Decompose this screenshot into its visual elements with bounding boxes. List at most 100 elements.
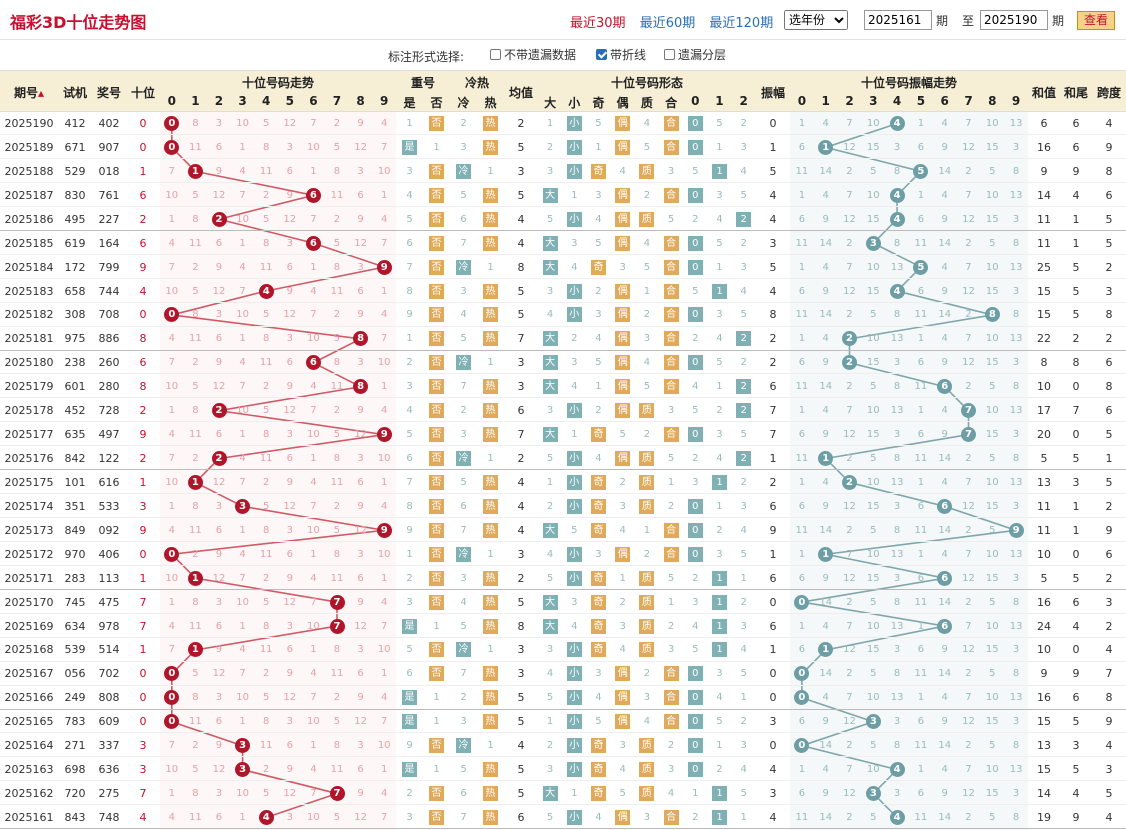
- miss-cell: 7: [310, 692, 317, 704]
- option-layer[interactable]: 遗漏分层: [664, 46, 726, 63]
- trend-ball: 0: [164, 666, 180, 682]
- avg-cell: 5: [517, 715, 525, 729]
- form-miss: 3: [546, 405, 554, 417]
- miss-cell: 9: [215, 357, 223, 369]
- form-tag: 0: [687, 498, 703, 514]
- year-select[interactable]: 选年份: [784, 10, 848, 30]
- swing-miss: 14: [819, 524, 833, 536]
- swing-miss: 8: [893, 740, 901, 752]
- tail-cell: 4: [1072, 188, 1080, 202]
- form-miss: 1: [546, 118, 554, 129]
- swing-miss: 8: [893, 524, 901, 536]
- range-from-input[interactable]: [864, 10, 932, 30]
- avg-cell: 5: [517, 787, 525, 801]
- trial-cell: 412: [64, 117, 86, 130]
- swing-miss: 14: [938, 453, 952, 465]
- issue-cell: 2025186: [4, 212, 54, 226]
- hot-miss: 1: [487, 165, 494, 177]
- miss-cell: 8: [192, 500, 199, 512]
- ten-cell: 2: [139, 212, 147, 226]
- swing-miss: 8: [893, 381, 901, 393]
- miss-cell: 7: [168, 261, 175, 273]
- swing-miss: 13: [890, 692, 904, 704]
- trend-ball: 0: [164, 714, 180, 730]
- repeat-miss: 5: [406, 429, 413, 441]
- miss-cell: 9: [357, 596, 364, 608]
- swing-miss: 14: [819, 596, 833, 608]
- trial-cell: 843: [64, 810, 86, 824]
- ten-cell: 6: [139, 356, 147, 370]
- trend-ball: 9: [376, 259, 392, 275]
- miss-cell: 5: [263, 788, 270, 800]
- form-miss: 1: [595, 141, 602, 153]
- form-tag: 合: [663, 187, 679, 203]
- swing-miss: 2: [965, 381, 972, 393]
- form-tag: 2: [736, 211, 752, 227]
- form-tag: 合: [663, 116, 679, 131]
- form-miss: 3: [692, 596, 699, 608]
- prize-cell: 728: [98, 404, 120, 418]
- range-to-input[interactable]: [980, 10, 1048, 30]
- swing-digit-6: 6: [940, 94, 949, 108]
- form-miss: 4: [595, 333, 602, 345]
- prize-cell: 337: [98, 739, 120, 753]
- trial-cell: 849: [64, 523, 86, 537]
- miss-cell: 1: [381, 764, 388, 776]
- swing-miss: 3: [1012, 213, 1020, 225]
- checkbox-icon[interactable]: [664, 49, 675, 60]
- miss-cell: 4: [168, 429, 175, 441]
- swing-miss: 4: [941, 405, 948, 417]
- swing-miss: 13: [1009, 692, 1023, 704]
- miss-cell: 12: [283, 788, 297, 800]
- repeat-no-tag: 否: [429, 403, 444, 419]
- repeat-no-tag: 否: [429, 427, 444, 443]
- swing-miss: 3: [1012, 716, 1020, 728]
- miss-cell: 11: [259, 357, 273, 369]
- miss-cell: 7: [381, 333, 388, 345]
- miss-cell: 10: [236, 213, 249, 225]
- swing-miss: 2: [846, 309, 853, 321]
- sort-icon[interactable]: ▴: [37, 86, 45, 100]
- form-miss: 4: [643, 357, 651, 369]
- repeat-miss: 4: [406, 405, 413, 417]
- repeat-no-tag: 否: [429, 211, 444, 227]
- form-tag: 质: [639, 570, 655, 586]
- swing-ball: 6: [937, 618, 953, 634]
- checkbox-icon[interactable]: [490, 49, 501, 60]
- checkbox-checked-icon[interactable]: [596, 49, 607, 60]
- period-60-link[interactable]: 最近60期: [639, 16, 696, 31]
- header-trial: 试机: [62, 86, 87, 100]
- period-120-link[interactable]: 最近120期: [709, 16, 774, 31]
- tail-cell: 3: [1072, 475, 1080, 489]
- miss-cell: 5: [333, 333, 341, 345]
- form-miss: 4: [546, 309, 554, 321]
- form-miss: 1: [571, 189, 578, 201]
- header-issue[interactable]: 期号▴: [0, 84, 58, 101]
- repeat-no-tag: 否: [429, 809, 444, 825]
- issue-cell: 2025163: [4, 763, 54, 777]
- miss-cell: 10: [165, 476, 179, 488]
- sum-cell: 5: [1040, 571, 1048, 585]
- span-cell: 6: [1105, 547, 1113, 561]
- swing-ball: 9: [1008, 522, 1024, 538]
- form-miss: 5: [740, 189, 747, 201]
- miss-cell: 2: [333, 213, 341, 225]
- option-no-miss[interactable]: 不带遗漏数据: [490, 46, 576, 63]
- swing-miss: 13: [1009, 476, 1023, 488]
- form-tag: 0: [687, 714, 703, 730]
- trial-cell: 529: [64, 164, 86, 178]
- query-button[interactable]: 查看: [1077, 11, 1115, 30]
- option-line[interactable]: 带折线: [596, 46, 646, 63]
- avg-cell: 7: [517, 332, 525, 346]
- period-30-link[interactable]: 最近30期: [570, 16, 626, 31]
- form-tag: 1: [712, 474, 727, 490]
- swing-miss: 13: [1009, 261, 1023, 273]
- miss-cell: 12: [283, 405, 297, 417]
- miss-cell: 2: [263, 668, 270, 680]
- ten-cell: 1: [139, 475, 147, 489]
- repeat-no-tag: 否: [429, 546, 444, 562]
- miss-cell: 8: [263, 429, 270, 441]
- form-tag: 大: [542, 427, 558, 443]
- span-cell: 8: [1105, 380, 1113, 394]
- prize-cell: 514: [98, 643, 120, 657]
